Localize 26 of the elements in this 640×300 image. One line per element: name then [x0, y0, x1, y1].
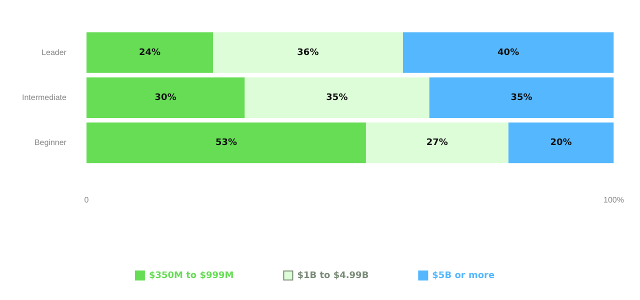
legend-label: $1B to $4.99B	[297, 270, 369, 281]
data-label: 27%	[426, 138, 448, 148]
bar	[508, 122, 614, 164]
bar	[429, 77, 614, 118]
legend-label: $5B or more	[432, 270, 495, 281]
bar	[213, 32, 403, 73]
x-tick-label: 0	[84, 195, 90, 204]
y-tick-label: Beginner	[34, 138, 67, 148]
x-tick-label: 100%	[604, 195, 624, 204]
data-label: 53%	[215, 138, 237, 148]
bar	[244, 77, 430, 118]
bar	[86, 77, 245, 118]
legend-label: $350M to $999M	[148, 270, 234, 281]
data-label: 35%	[510, 93, 532, 104]
bar	[86, 32, 214, 73]
data-label: 30%	[154, 93, 176, 104]
data-label: 24%	[138, 48, 161, 58]
data-label: 20%	[550, 138, 572, 148]
bar	[402, 32, 614, 73]
data-label: 36%	[297, 48, 319, 58]
data-label: 35%	[326, 93, 348, 104]
y-tick-label: Intermediate	[22, 92, 68, 102]
bar	[366, 122, 508, 164]
data-label: 40%	[498, 48, 520, 58]
y-tick-label: Leader	[42, 48, 67, 57]
bar	[86, 122, 366, 164]
